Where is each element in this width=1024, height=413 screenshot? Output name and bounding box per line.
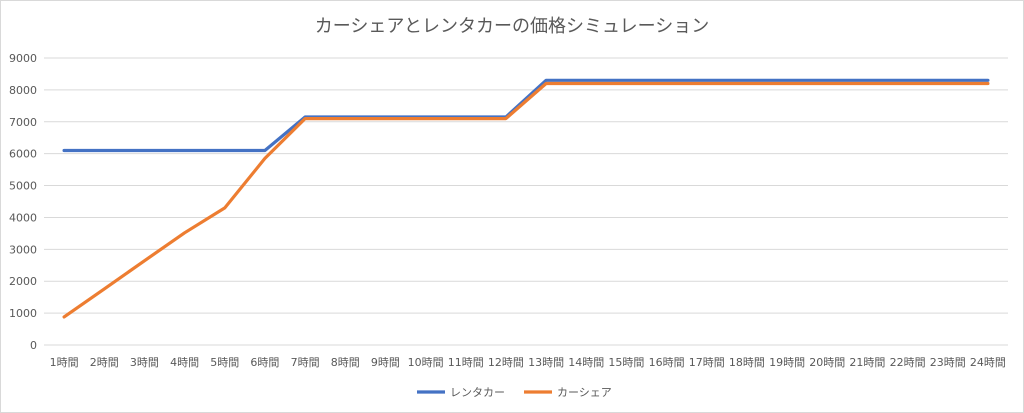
x-tick-label: 18時間	[729, 356, 765, 369]
y-tick-label: 2000	[9, 275, 37, 288]
x-tick-label: 21時間	[849, 356, 885, 369]
series-line-1	[62, 81, 990, 319]
y-tick-label: 0	[30, 339, 37, 352]
y-tick-label: 4000	[9, 211, 37, 224]
legend-label: カーシェア	[557, 386, 612, 399]
x-tick-label: 16時間	[649, 356, 685, 369]
x-tick-label: 13時間	[528, 356, 564, 369]
x-tick-label: 9時間	[371, 356, 400, 369]
x-tick-label: 12時間	[488, 356, 524, 369]
x-tick-label: 8時間	[331, 356, 360, 369]
y-tick-label: 6000	[9, 148, 37, 161]
x-axis-ticks: 1時間 2時間 3時間 4時間 5時間 6時間 7時間 8時間 9時間 10時間 11時間 12時間 1…	[50, 356, 1006, 369]
y-tick-label: 5000	[9, 180, 37, 193]
x-tick-label: 5時間	[210, 356, 239, 369]
x-tick-label: 19時間	[769, 356, 805, 369]
legend-label: レンタカー	[450, 386, 505, 399]
series-lines	[62, 78, 990, 319]
x-tick-label: 10時間	[408, 356, 444, 369]
x-tick-label: 22時間	[890, 356, 926, 369]
x-tick-label: 7時間	[291, 356, 320, 369]
series-line-0	[62, 78, 990, 153]
x-tick-label: 15時間	[608, 356, 644, 369]
chart-title: カーシェアとレンタカーの価格シミュレーション	[315, 16, 710, 37]
x-tick-label: 14時間	[568, 356, 604, 369]
x-tick-label: 2時間	[90, 356, 119, 369]
gridlines	[44, 57, 1008, 346]
y-tick-label: 1000	[9, 307, 37, 320]
y-tick-label: 9000	[9, 52, 37, 65]
y-tick-label: 3000	[9, 243, 37, 256]
x-tick-label: 4時間	[170, 356, 199, 369]
y-tick-label: 7000	[9, 116, 37, 129]
y-axis-ticks: 0 1000 2000 3000 4000 5000 6000 7000 8000 9000	[9, 52, 37, 352]
x-tick-label: 6時間	[250, 356, 279, 369]
y-tick-label: 8000	[9, 84, 37, 97]
legend: レンタカー カーシェア	[417, 386, 612, 399]
x-tick-label: 24時間	[970, 356, 1006, 369]
x-tick-label: 20時間	[809, 356, 845, 369]
x-tick-label: 3時間	[130, 356, 159, 369]
x-tick-label: 23時間	[930, 356, 966, 369]
x-tick-label: 17時間	[689, 356, 725, 369]
x-tick-label: 1時間	[50, 356, 79, 369]
x-tick-label: 11時間	[448, 356, 484, 369]
